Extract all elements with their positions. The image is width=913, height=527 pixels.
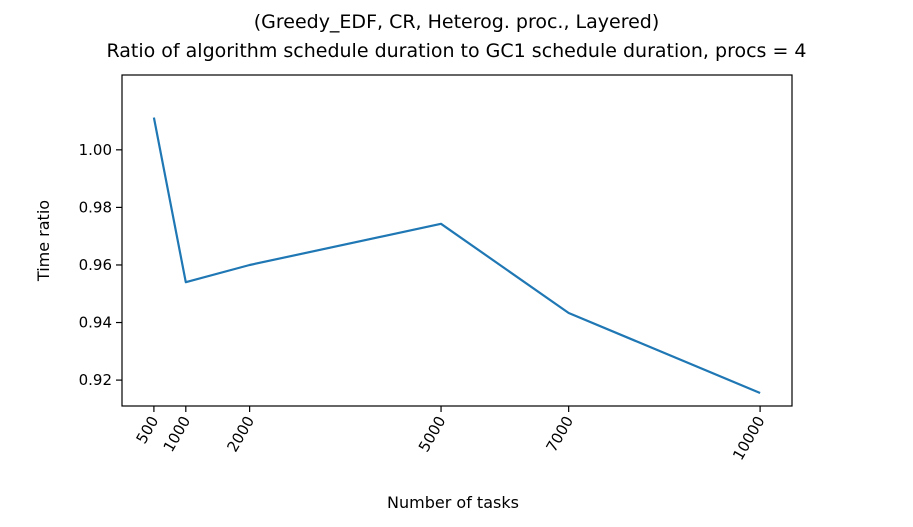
plot-area xyxy=(121,74,793,407)
y-axis-label: Time ratio xyxy=(34,200,53,282)
series-line xyxy=(152,117,761,395)
x-tick-label: 1000 xyxy=(160,413,195,455)
x-axis-label: Number of tasks xyxy=(387,493,519,512)
y-tick-label: 0.96 xyxy=(79,256,112,274)
y-axis-ticks: 0.92 0.94 0.96 0.98 1.00 xyxy=(79,141,122,389)
x-tick-label: 500 xyxy=(132,413,162,447)
plot-border xyxy=(121,74,793,407)
chart-title-line-2: Ratio of algorithm schedule duration to … xyxy=(106,40,807,62)
chart-title-line-1: (Greedy_EDF, CR, Heterog. proc., Layered… xyxy=(253,11,660,33)
x-tick-label: 7000 xyxy=(542,413,577,455)
y-tick-label: 1.00 xyxy=(79,141,112,159)
y-tick-label: 0.98 xyxy=(79,198,112,216)
y-tick-label: 0.94 xyxy=(79,314,112,332)
x-tick-label: 2000 xyxy=(223,413,258,455)
x-tick-label: 5000 xyxy=(415,413,450,455)
x-tick-label: 10000 xyxy=(729,413,768,463)
y-tick-label: 0.92 xyxy=(79,371,112,389)
series-layer xyxy=(152,117,761,395)
